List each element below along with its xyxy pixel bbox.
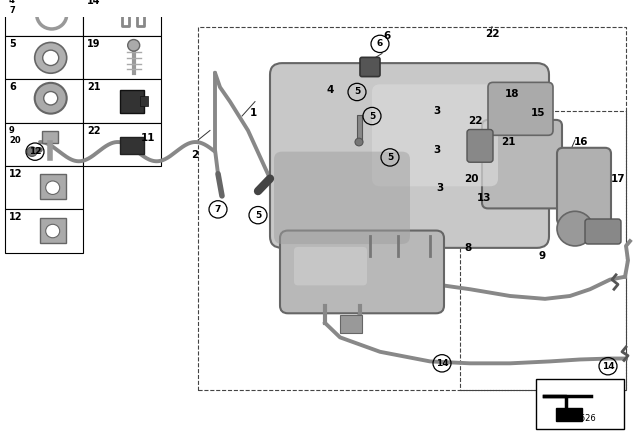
Text: 7: 7 xyxy=(215,205,221,214)
FancyBboxPatch shape xyxy=(270,63,549,248)
Text: 19: 19 xyxy=(87,39,100,49)
Bar xyxy=(40,174,66,199)
Text: 2: 2 xyxy=(191,150,198,159)
Circle shape xyxy=(355,138,363,146)
Text: 4: 4 xyxy=(326,85,333,95)
Text: 12: 12 xyxy=(9,169,22,179)
Bar xyxy=(83,36,161,79)
Text: 11: 11 xyxy=(141,133,156,143)
Bar xyxy=(5,166,83,209)
Circle shape xyxy=(35,43,67,73)
Text: 1: 1 xyxy=(250,108,257,118)
Text: 5: 5 xyxy=(369,112,375,121)
Text: 5: 5 xyxy=(387,153,393,162)
Text: 14: 14 xyxy=(436,359,448,368)
FancyBboxPatch shape xyxy=(372,84,498,186)
Bar xyxy=(42,131,58,142)
Text: 21: 21 xyxy=(500,137,515,147)
Bar xyxy=(5,79,83,123)
Circle shape xyxy=(557,211,593,246)
Bar xyxy=(198,26,626,390)
Text: 12: 12 xyxy=(29,147,41,156)
Text: 6: 6 xyxy=(377,39,383,48)
Text: 14: 14 xyxy=(87,0,100,6)
Text: 20: 20 xyxy=(464,173,478,184)
Text: 9: 9 xyxy=(538,250,545,261)
Text: 6: 6 xyxy=(9,82,16,92)
Circle shape xyxy=(43,50,59,65)
Bar xyxy=(340,315,362,332)
Bar xyxy=(5,209,83,253)
Bar xyxy=(83,123,161,166)
Text: 22: 22 xyxy=(87,126,100,136)
Text: 4
7: 4 7 xyxy=(9,0,15,15)
FancyBboxPatch shape xyxy=(360,57,380,77)
Bar xyxy=(120,137,144,154)
Bar xyxy=(556,408,582,421)
FancyBboxPatch shape xyxy=(557,148,611,225)
FancyBboxPatch shape xyxy=(294,247,367,285)
Bar xyxy=(83,79,161,123)
FancyBboxPatch shape xyxy=(585,219,621,244)
Text: 3: 3 xyxy=(436,183,444,193)
Text: 5: 5 xyxy=(354,87,360,96)
Text: 3: 3 xyxy=(433,145,440,155)
Text: 21: 21 xyxy=(87,82,100,92)
FancyBboxPatch shape xyxy=(488,82,553,135)
Bar xyxy=(5,36,83,79)
Text: 22: 22 xyxy=(484,29,499,39)
Circle shape xyxy=(128,39,140,51)
Text: 22: 22 xyxy=(468,116,483,126)
Text: 5: 5 xyxy=(9,39,16,49)
Circle shape xyxy=(35,83,67,114)
Text: 6: 6 xyxy=(383,31,390,41)
Bar xyxy=(140,96,148,106)
Bar xyxy=(83,0,161,36)
FancyBboxPatch shape xyxy=(274,151,410,244)
Text: 16: 16 xyxy=(573,137,588,147)
Bar xyxy=(5,0,83,36)
Text: 3: 3 xyxy=(433,106,440,116)
Circle shape xyxy=(45,224,60,238)
Circle shape xyxy=(44,91,58,105)
FancyBboxPatch shape xyxy=(482,120,562,208)
Text: 17: 17 xyxy=(611,173,625,184)
Text: 5: 5 xyxy=(255,211,261,220)
Bar xyxy=(536,379,624,429)
Text: 8: 8 xyxy=(465,243,472,253)
Text: 18: 18 xyxy=(505,89,519,99)
Text: 9
20: 9 20 xyxy=(9,126,20,145)
Bar xyxy=(120,90,144,113)
Text: 152626: 152626 xyxy=(564,414,596,423)
Text: 12: 12 xyxy=(9,212,22,222)
Bar xyxy=(357,115,362,142)
Text: 13: 13 xyxy=(477,193,492,203)
Circle shape xyxy=(27,147,37,156)
Bar xyxy=(460,111,626,390)
FancyBboxPatch shape xyxy=(280,231,444,313)
Bar xyxy=(5,123,83,166)
Circle shape xyxy=(45,181,60,194)
FancyBboxPatch shape xyxy=(467,129,493,162)
Bar xyxy=(40,218,66,242)
Text: 15: 15 xyxy=(531,108,545,118)
Text: 14: 14 xyxy=(602,362,614,370)
